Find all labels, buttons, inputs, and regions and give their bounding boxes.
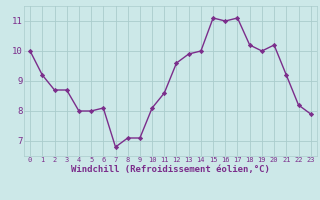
X-axis label: Windchill (Refroidissement éolien,°C): Windchill (Refroidissement éolien,°C) bbox=[71, 165, 270, 174]
